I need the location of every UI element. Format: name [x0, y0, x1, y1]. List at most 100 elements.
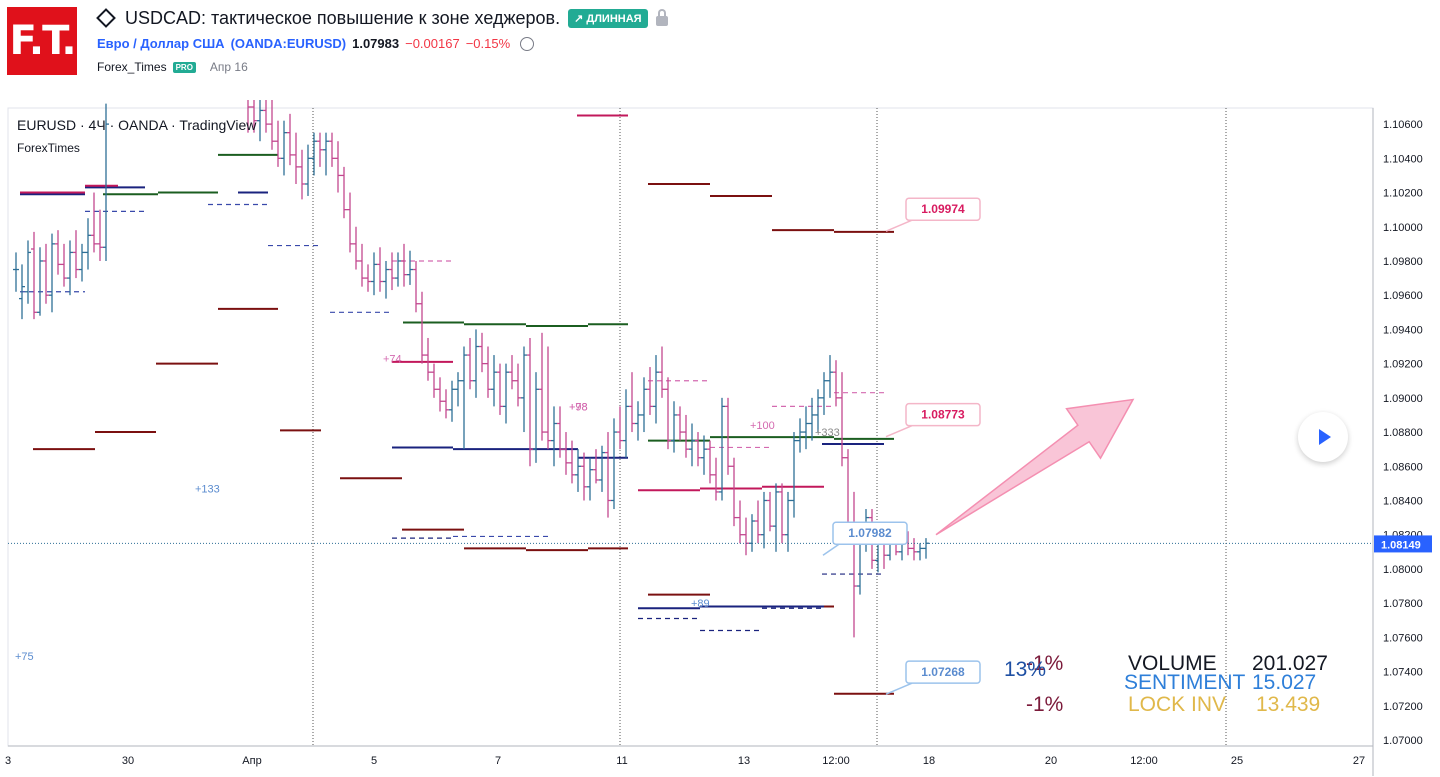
ohlc-bar — [407, 250, 413, 285]
alarm-clock-icon[interactable] — [520, 36, 535, 51]
bar-annotation: +98 — [569, 401, 588, 413]
pro-badge: PRO — [172, 61, 196, 73]
ohlc-bar — [593, 449, 599, 484]
ohlc-bar — [347, 192, 353, 253]
ohlc-bar — [755, 500, 761, 544]
ohlc-bar — [55, 230, 61, 275]
ohlc-bar — [401, 243, 407, 287]
y-tick-label: 1.08800 — [1383, 427, 1423, 439]
ohlc-bar — [485, 346, 491, 398]
x-tick-label: 5 — [371, 755, 377, 767]
ohlc-bar — [97, 209, 103, 261]
ohlc-bar — [515, 363, 521, 407]
ohlc-bar — [731, 457, 737, 527]
ohlc-bar — [503, 363, 509, 424]
y-tick-label: 1.09200 — [1383, 359, 1423, 371]
y-tick-label: 1.07800 — [1383, 598, 1423, 610]
ohlc-bar — [467, 337, 473, 390]
forecast-arrow — [935, 398, 1135, 536]
ohlc-bar — [341, 166, 347, 219]
ohlc-bar — [557, 406, 563, 458]
current-price-tag — [1374, 535, 1432, 553]
ohlc-bar — [521, 346, 527, 433]
ohlc-bar — [365, 264, 371, 292]
symbol-code-link[interactable]: (OANDA:EURUSD) — [230, 36, 347, 51]
y-tick-label: 1.09400 — [1383, 324, 1423, 336]
direction-badge: ↗ ДЛИННАЯ — [568, 8, 648, 28]
ohlc-bar — [293, 132, 299, 184]
ohlc-bar — [713, 457, 719, 501]
ohlc-bar — [491, 355, 497, 407]
ohlc-bar — [479, 332, 485, 373]
ohlc-bar — [329, 132, 335, 167]
ohlc-bar — [13, 252, 19, 292]
ohlc-bar — [91, 192, 97, 253]
ohlc-bar — [569, 440, 575, 484]
ohlc-bar — [551, 406, 557, 467]
y-tick-label: 1.10000 — [1383, 222, 1423, 234]
bar-annotation: +100 — [750, 420, 775, 432]
ohlc-bar — [389, 252, 395, 291]
y-tick-label: 1.08000 — [1383, 564, 1423, 576]
symbol-row: Евро / Доллар США (OANDA:EURUSD) 1.07983… — [97, 36, 535, 51]
plot-frame — [7, 107, 1374, 747]
ohlc-bar — [815, 389, 821, 433]
ohlc-bar — [545, 346, 551, 450]
ohlc-bar — [791, 432, 797, 518]
bar-annotation: +74 — [383, 353, 402, 365]
ohlc-bar — [659, 346, 665, 398]
publish-date: Апр 16 — [209, 60, 248, 74]
ohlc-bar — [575, 449, 581, 492]
price-chart[interactable]: 1.10600 1.10400 1.10200 1.10000 1.09800 1.096… — [0, 100, 1440, 777]
ohlc-bar — [719, 397, 725, 501]
ohlc-bar — [563, 432, 569, 475]
ohlc-bar — [647, 367, 653, 415]
ohlc-bar — [359, 243, 365, 287]
ohlc-bar — [43, 243, 49, 304]
chart-legend-symbol: EURUSD · 4Ч · OANDA · TradingView — [17, 117, 257, 133]
ohlc-bar — [617, 406, 623, 450]
price-callout-box — [905, 197, 981, 221]
author-name[interactable]: Forex_Times — [97, 60, 167, 74]
price-callout-leader — [822, 543, 840, 556]
forex-times-logo[interactable]: F.T. — [7, 7, 77, 75]
stat-text: LOCK INV — [1128, 693, 1227, 717]
ohlc-bar — [707, 440, 713, 484]
ohlc-bar — [73, 230, 79, 279]
y-tick-label: 1.09600 — [1383, 290, 1423, 302]
stat-text: -1% — [1026, 652, 1064, 676]
ohlc-bar — [587, 457, 593, 501]
price-callout-box — [832, 521, 908, 545]
ohlc-bar — [509, 355, 515, 390]
price-callout-box — [905, 660, 981, 684]
ohlc-bar — [247, 100, 251, 133]
ohlc-bar — [833, 360, 839, 407]
ohlc-bar — [395, 252, 401, 287]
ohlc-bar — [635, 401, 641, 441]
ohlc-bar — [677, 406, 683, 441]
stat-text: VOLUME — [1128, 652, 1217, 676]
x-tick-label: 13 — [738, 755, 750, 767]
ohlc-bar — [257, 100, 263, 142]
price-callout-leader — [885, 424, 913, 438]
ohlc-bar — [665, 377, 671, 450]
y-tick-label: 1.10600 — [1383, 119, 1423, 131]
ohlc-bar — [767, 491, 773, 532]
symbol-name-link[interactable]: Евро / Доллар США — [97, 36, 225, 51]
ohlc-bar — [419, 291, 425, 364]
play-replay-button[interactable] — [1298, 412, 1348, 462]
ohlc-bar — [803, 406, 809, 450]
ohlc-bar — [281, 120, 287, 176]
x-tick-label: Апр — [242, 755, 261, 767]
ohlc-bar — [269, 100, 275, 150]
ohlc-bar — [371, 252, 377, 296]
ohlc-bar — [299, 149, 305, 200]
ohlc-bar — [37, 247, 43, 316]
ohlc-bar — [275, 120, 281, 167]
ohlc-bar — [671, 401, 677, 453]
ohlc-bar — [809, 397, 815, 441]
ohlc-bar — [797, 418, 803, 453]
idea-diamond-icon — [96, 8, 116, 28]
ohlc-bar — [79, 243, 85, 282]
ohlc-bar — [773, 483, 779, 552]
